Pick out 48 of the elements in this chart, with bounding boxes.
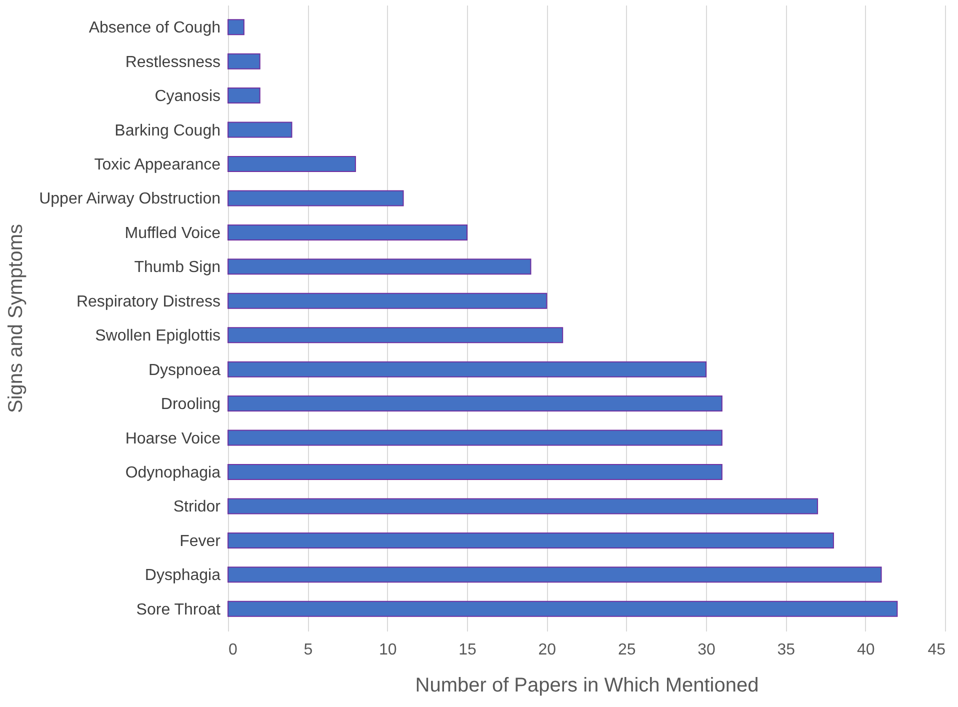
bar	[228, 464, 722, 480]
bar	[228, 88, 260, 104]
y-tick-label: Muffled Voice	[124, 224, 221, 242]
y-tick-label: Hoarse Voice	[125, 430, 221, 448]
bar	[228, 19, 244, 36]
bar	[228, 361, 706, 378]
y-tick-label: Drooling	[160, 396, 220, 414]
bar	[228, 566, 882, 583]
x-tick-label: 40	[856, 642, 875, 658]
bar	[228, 327, 564, 344]
y-tick-label: Dysphagia	[144, 567, 221, 584]
y-tick-label: Toxic Appearance	[94, 156, 221, 174]
bar	[228, 224, 468, 240]
bar	[228, 258, 532, 275]
bar	[228, 122, 292, 138]
bar	[228, 600, 898, 617]
x-tick-label: 10	[378, 642, 397, 658]
bar	[228, 430, 722, 446]
bar	[228, 190, 404, 206]
y-tick-label: Respiratory Distress	[76, 293, 220, 310]
y-axis-title: Signs and Symptoms	[5, 224, 28, 413]
y-tick-label: Restlessness	[125, 54, 220, 71]
bar	[228, 53, 260, 70]
y-tick-label: Dyspnoea	[148, 362, 221, 379]
y-tick-label: Thumb Sign	[134, 259, 220, 276]
y-tick-label: Absence of Cough	[88, 20, 220, 37]
x-tick-label: 35	[777, 642, 796, 658]
y-tick-label: Cyanosis	[154, 88, 220, 106]
y-tick-label: Sore Throat	[136, 601, 222, 618]
bar	[228, 156, 356, 172]
x-axis-title: Number of Papers in Which Mentioned	[415, 674, 759, 696]
bar	[228, 532, 834, 548]
y-tick-label: Swollen Epiglottis	[95, 328, 220, 345]
x-tick-label: 5	[304, 642, 313, 658]
y-tick-label: Upper Airway Obstruction	[39, 190, 220, 208]
y-tick-label: Fever	[180, 532, 222, 550]
x-tick-label: 20	[538, 642, 556, 658]
x-tick-label: 25	[618, 642, 636, 658]
bar	[228, 292, 548, 309]
x-tick-label: 45	[928, 642, 946, 658]
bar	[228, 498, 818, 514]
y-tick-label: Odynophagia	[125, 464, 221, 482]
y-tick-label: Barking Cough	[114, 122, 220, 140]
y-tick-label: Stridor	[173, 498, 222, 516]
x-tick-label: 15	[458, 642, 476, 658]
x-tick-label: 0	[228, 642, 238, 658]
bar	[228, 396, 722, 412]
x-tick-label: 30	[698, 642, 716, 658]
